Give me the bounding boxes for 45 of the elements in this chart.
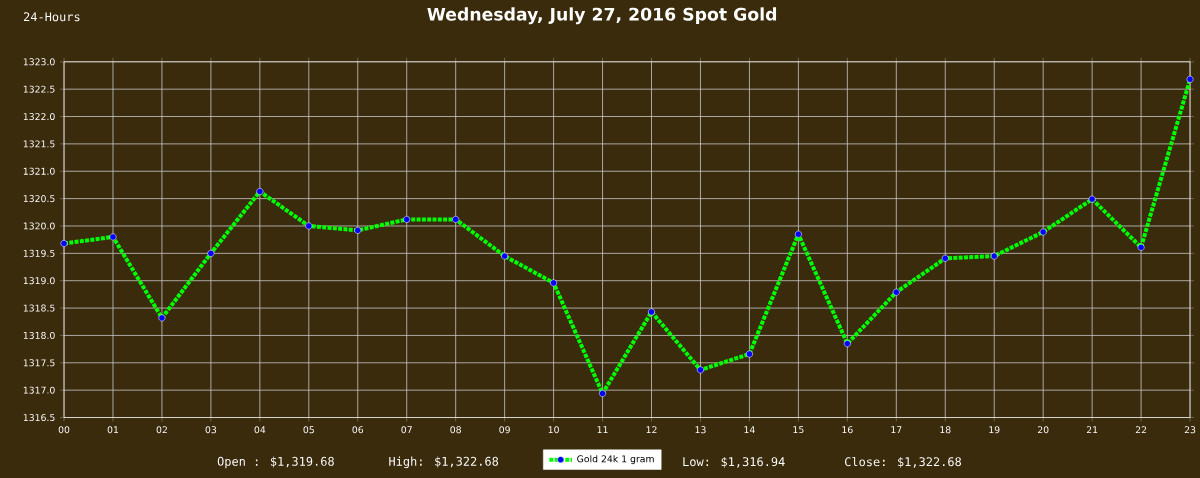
x-tick-label: 23 — [1184, 426, 1196, 434]
text: Open : $1,319.68 — [217, 456, 334, 468]
x-tick-label: 18 — [940, 426, 951, 434]
x-tick-label: 10 — [548, 426, 559, 434]
x-tick-label: 13 — [695, 426, 706, 434]
x-tick-label: 02 — [156, 426, 167, 434]
x-tick-label: 08 — [450, 426, 461, 434]
x-tick-label: 11 — [597, 426, 608, 433]
x-tick-label: 12 — [646, 426, 657, 433]
legend-label: Gold 24k 1 gram — [577, 454, 654, 464]
y-tick-label: 1320.0 — [23, 222, 55, 230]
x-tick-label: 21 — [1086, 426, 1098, 433]
x-tick-label: 04 — [254, 426, 266, 434]
x-tick-label: 01 — [107, 426, 119, 434]
y-tick-label: 1321.0 — [23, 167, 55, 175]
x-tick-label: 06 — [352, 426, 364, 434]
x-tick-label: 20 — [1037, 426, 1049, 434]
text: Close: $1,322.68 — [845, 456, 962, 468]
text: Low: $1,316.94 — [683, 456, 785, 468]
x-tick-label: 07 — [401, 426, 412, 434]
y-tick-label: 1320.5 — [23, 194, 55, 202]
y-tick-label: 1318.5 — [23, 304, 55, 312]
y-tick-label: 1316.5 — [23, 413, 55, 421]
y-tick-label: 1317.5 — [23, 359, 55, 367]
y-tick-label: 1319.0 — [23, 277, 55, 285]
x-tick-label: 09 — [499, 426, 510, 434]
y-tick-label: 1319.5 — [23, 249, 55, 257]
x-tick-label: 03 — [205, 426, 217, 434]
x-tick-label: 16 — [842, 426, 853, 434]
x-tick-label: 05 — [303, 426, 314, 434]
y-tick-label: 1318.0 — [23, 331, 55, 339]
y-tick-label: 1321.5 — [23, 140, 55, 148]
x-tick-label: 00 — [58, 426, 70, 434]
x-tick-label: 14 — [744, 426, 755, 433]
text: High: $1,322.68 — [389, 456, 499, 469]
y-tick-label: 1322.5 — [23, 85, 55, 93]
y-tick-label: 1323.0 — [23, 58, 55, 66]
x-tick-label: 19 — [989, 426, 1000, 434]
x-tick-label: 17 — [891, 426, 902, 433]
y-tick-label: 1317.0 — [23, 386, 55, 394]
x-tick-label: 15 — [793, 426, 804, 433]
x-tick-label: 22 — [1135, 426, 1147, 433]
y-tick-label: 1322.0 — [23, 112, 55, 120]
chart-title: Wednesday, July 27, 2016 Spot Gold — [427, 7, 777, 25]
text: 24-Hours — [24, 12, 80, 22]
